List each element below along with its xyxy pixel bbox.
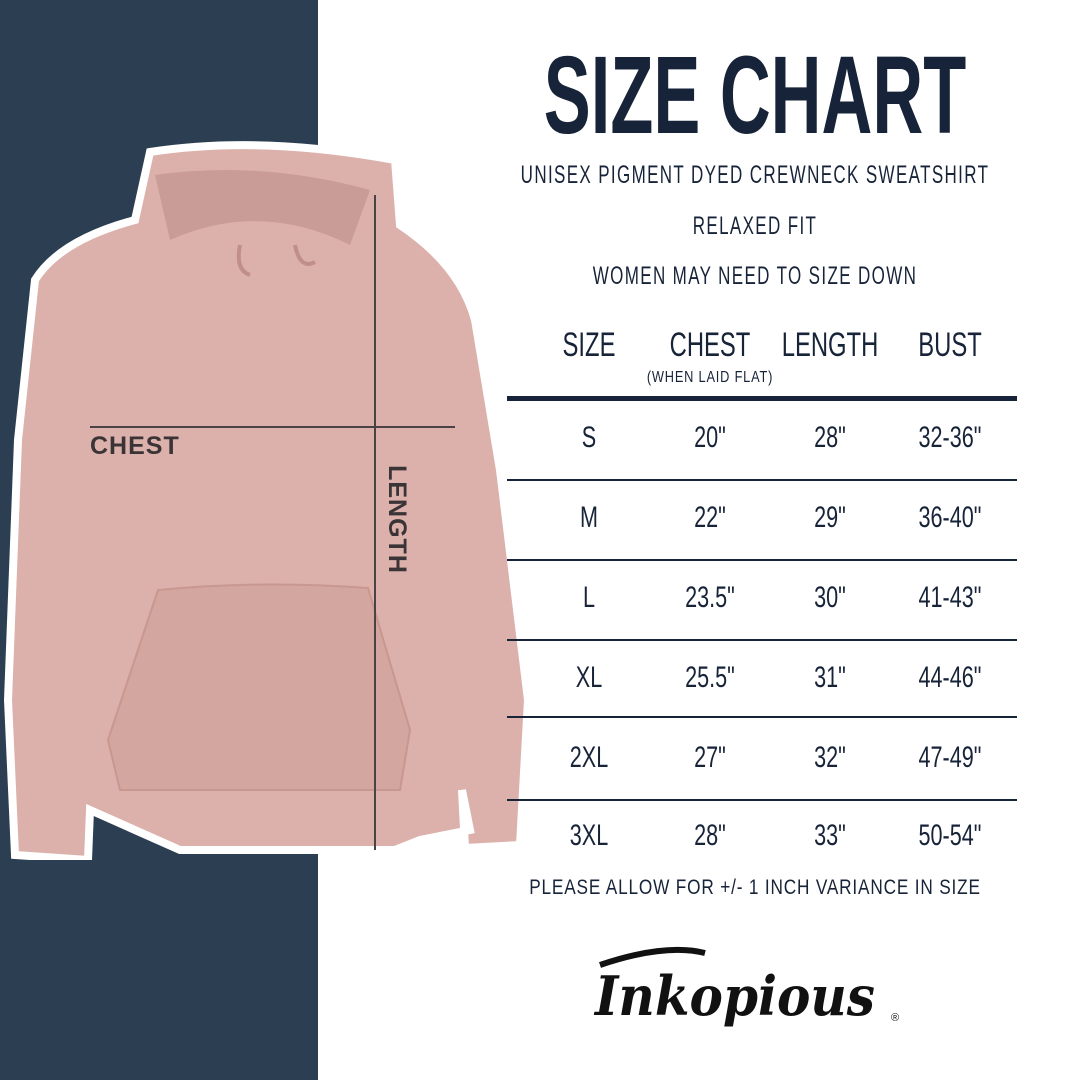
header-chest: CHEST — [669, 326, 751, 364]
length-label: LENGTH — [382, 465, 411, 574]
cell-bust: 32-36" — [918, 421, 982, 454]
cell-length: 32" — [814, 741, 846, 774]
fit-note: RELAXED FIT — [692, 212, 818, 240]
cell-chest: 28" — [694, 819, 726, 852]
cell-size: XL — [575, 661, 603, 694]
product-name: UNISEX PIGMENT DYED CREWNECK SWEATSHIRT — [520, 161, 990, 189]
hood-opening — [155, 170, 370, 245]
cell-size: L — [582, 581, 596, 614]
header-divider — [507, 396, 1017, 401]
cell-chest: 23.5" — [685, 581, 735, 614]
cell-bust: 36-40" — [918, 501, 982, 534]
cell-chest: 22" — [694, 501, 726, 534]
row-divider — [507, 479, 1017, 481]
chest-label: CHEST — [90, 432, 180, 460]
pocket — [106, 583, 412, 791]
cell-chest: 27" — [694, 741, 726, 774]
cell-chest: 20" — [694, 421, 726, 454]
header-length: LENGTH — [781, 326, 879, 364]
inkopious-logo: Inkopious ® — [593, 946, 899, 1028]
row-divider — [507, 639, 1017, 641]
cell-length: 28" — [814, 421, 846, 454]
header-size: SIZE — [562, 326, 616, 364]
cell-bust: 50-54" — [918, 819, 982, 852]
drawstrings — [236, 244, 316, 277]
cell-bust: 47-49" — [918, 741, 982, 774]
cell-length: 29" — [814, 501, 846, 534]
cell-chest: 25.5" — [685, 661, 735, 694]
cell-length: 31" — [814, 661, 846, 694]
cell-size: M — [580, 501, 598, 534]
svg-text:®: ® — [891, 1012, 899, 1024]
chest-note: (WHEN LAID FLAT) — [646, 369, 774, 386]
row-divider — [507, 559, 1017, 561]
cell-length: 30" — [814, 581, 846, 614]
cell-bust: 41-43" — [918, 581, 982, 614]
cell-length: 33" — [814, 819, 846, 852]
variance-note: PLEASE ALLOW FOR +/- 1 INCH VARIANCE IN … — [529, 876, 981, 899]
svg-text:Inkopious: Inkopious — [593, 964, 875, 1028]
row-divider — [507, 716, 1017, 718]
header-bust: BUST — [918, 326, 982, 364]
cell-size: 2XL — [569, 741, 609, 774]
sizing-advice: WOMEN MAY NEED TO SIZE DOWN — [592, 262, 918, 290]
hoodie-photo — [3, 141, 533, 860]
cell-bust: 44-46" — [918, 661, 982, 694]
page-title: SIZE CHART — [543, 34, 967, 157]
cell-size: 3XL — [569, 819, 609, 852]
row-divider — [507, 799, 1017, 801]
cell-size: S — [581, 421, 597, 454]
